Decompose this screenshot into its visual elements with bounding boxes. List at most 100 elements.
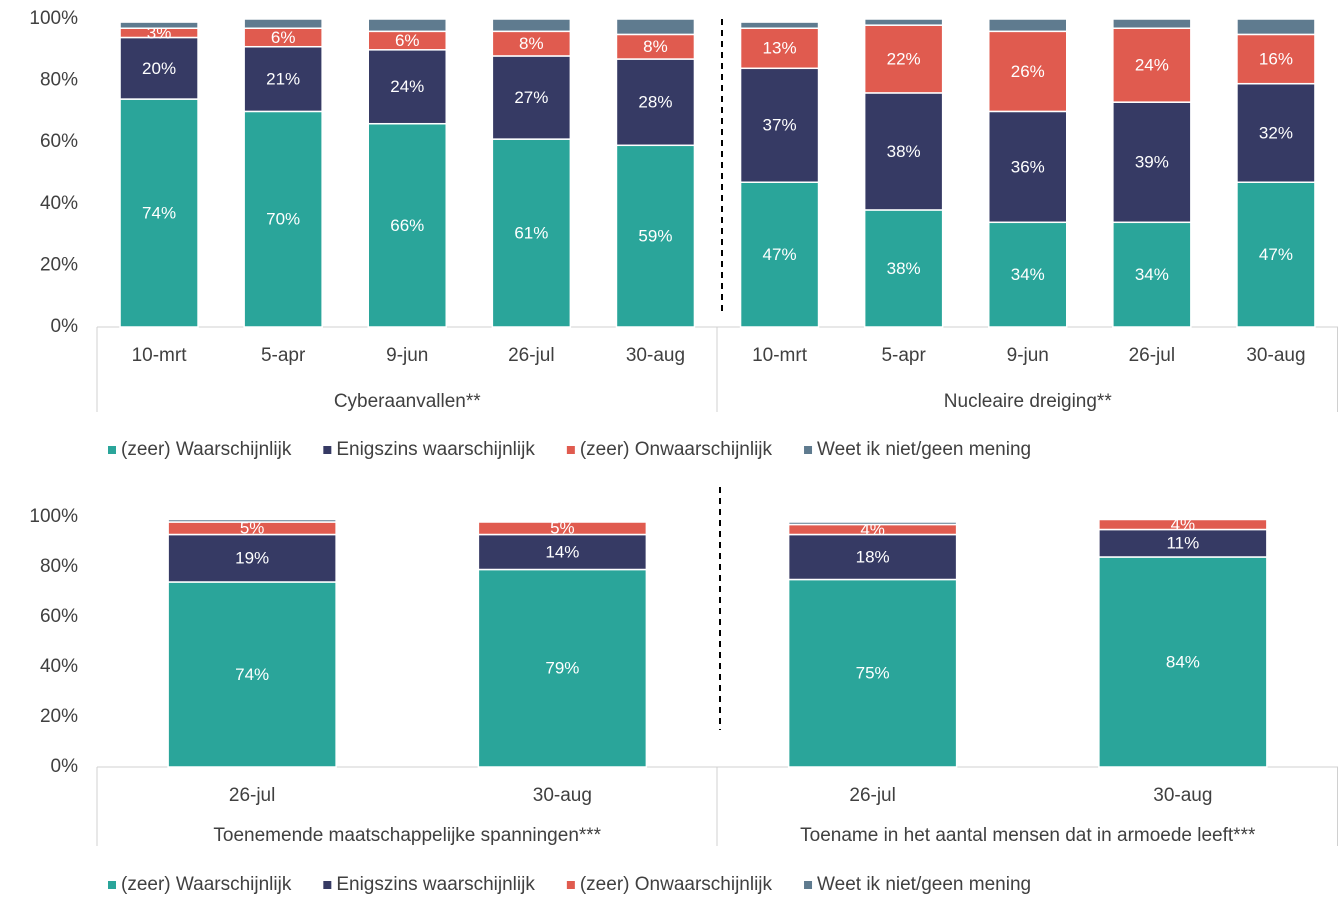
bar-segment (988, 221, 1068, 328)
bar-segment (1236, 18, 1316, 36)
bar-segment (615, 18, 696, 36)
legend-marker (323, 881, 332, 889)
x-tick-label: 26-jul (849, 785, 895, 806)
bar-segment (739, 27, 820, 70)
bar-segment (119, 21, 199, 29)
data-label: 5% (240, 519, 265, 538)
data-label: 24% (390, 77, 424, 96)
bar-segment (367, 49, 447, 125)
bar-segment (1098, 556, 1268, 768)
x-tick-label: 30-aug (1246, 345, 1305, 366)
bar-segment (615, 33, 696, 60)
bar-segment (863, 92, 944, 211)
data-label: 39% (1135, 153, 1169, 172)
bar-segment (1236, 82, 1316, 183)
legend-label: (zeer) Onwaarschijnlijk (580, 439, 773, 460)
group-label: Nucleaire dreiging** (944, 391, 1113, 412)
data-label: 28% (638, 93, 672, 112)
legend-marker (566, 881, 575, 889)
bar-segment (739, 181, 820, 328)
bar-segment (367, 18, 447, 33)
bar-segment (119, 98, 199, 328)
bar-segment (1112, 18, 1192, 29)
bar-segment (167, 518, 337, 523)
y-tick-label: 0% (51, 756, 79, 777)
group-label: Cyberaanvallen** (334, 391, 481, 412)
data-label: 20% (142, 59, 176, 78)
bar-segment (1098, 518, 1268, 531)
bar-segment (787, 521, 958, 526)
data-label: 47% (763, 245, 797, 264)
data-label: 16% (1259, 50, 1293, 69)
data-label: 21% (266, 70, 300, 89)
bar-segment (739, 21, 820, 29)
bar-segment (243, 18, 323, 29)
y-tick-label: 40% (40, 193, 78, 214)
data-label: 47% (1259, 245, 1293, 264)
legend-label: (zeer) Waarschijnlijk (121, 439, 292, 460)
x-tick-label: 10-mrt (752, 345, 808, 366)
bar-segment (988, 18, 1068, 33)
x-tick-label: 5-apr (881, 345, 926, 366)
data-label: 75% (856, 664, 890, 683)
y-tick-label: 80% (40, 70, 78, 91)
x-tick-label: 5-apr (261, 345, 306, 366)
data-label: 5% (550, 519, 575, 538)
bar-segment (477, 568, 648, 768)
data-label: 59% (638, 227, 672, 246)
data-label: 19% (235, 549, 269, 568)
y-tick-label: 80% (40, 556, 78, 577)
data-label: 13% (763, 39, 797, 58)
data-label: 6% (271, 28, 296, 47)
bar-segment (1236, 181, 1316, 328)
data-label: 8% (519, 34, 544, 53)
legend-label: Weet ik niet/geen mening (817, 874, 1031, 895)
data-label: 38% (887, 142, 921, 161)
bar-segment (1112, 101, 1192, 224)
legend-label: Enigszins waarschijnlijk (336, 874, 535, 895)
bar-segment (787, 578, 958, 768)
bar-segment (491, 138, 572, 328)
bar-segment (119, 36, 199, 100)
bar-segment (739, 67, 820, 183)
data-label: 37% (763, 116, 797, 135)
x-tick-label: 9-jun (386, 345, 428, 366)
y-tick-label: 100% (29, 506, 78, 527)
group-label: Toenemende maatschappelijke spanningen**… (213, 825, 601, 846)
bar-segment (491, 55, 572, 140)
bar-segment (787, 533, 958, 581)
legend-label: (zeer) Waarschijnlijk (121, 874, 292, 895)
legend-marker (108, 881, 116, 889)
legend-marker (108, 446, 116, 454)
legend-marker (804, 881, 813, 889)
data-label: 27% (514, 88, 548, 107)
legend-marker (566, 446, 575, 454)
x-tick-label: 26-jul (1129, 345, 1175, 366)
legend-label: Enigszins waarschijnlijk (336, 439, 535, 460)
data-label: 34% (1135, 265, 1169, 284)
bar-segment (491, 30, 572, 57)
data-label: 32% (1259, 123, 1293, 142)
data-label: 6% (395, 31, 420, 50)
bar-segment (243, 45, 323, 113)
data-label: 74% (142, 204, 176, 223)
y-tick-label: 40% (40, 656, 78, 677)
x-tick-label: 10-mrt (132, 345, 188, 366)
bar-segment (491, 18, 572, 33)
data-label: 8% (643, 37, 668, 56)
bar-segment (1112, 27, 1192, 103)
y-tick-label: 20% (40, 254, 78, 275)
bar-segment (1236, 33, 1316, 85)
bar-segment (367, 122, 447, 328)
y-tick-label: 0% (51, 316, 79, 337)
data-label: 24% (1135, 56, 1169, 75)
data-label: 22% (887, 50, 921, 69)
data-label: 74% (235, 665, 269, 684)
legend-label: (zeer) Onwaarschijnlijk (580, 874, 773, 895)
bar-segment (615, 144, 696, 328)
data-label: 4% (1171, 515, 1196, 534)
data-label: 38% (887, 259, 921, 278)
data-label: 66% (390, 216, 424, 235)
bar-segment (863, 18, 944, 26)
